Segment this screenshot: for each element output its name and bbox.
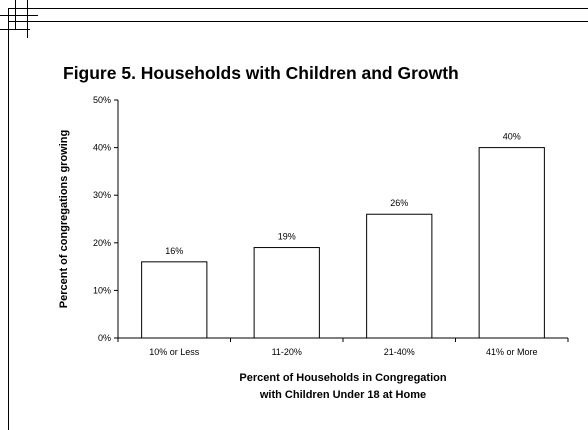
x-tick-label: 11-20% — [272, 347, 302, 357]
chart-bars — [141, 147, 545, 339]
x-axis-title: with Children Under 18 at Home — [259, 389, 426, 401]
data-label: 40% — [503, 132, 521, 142]
x-tick-label: 21-40% — [384, 347, 415, 357]
x-tick-label: 41% or More — [486, 347, 538, 357]
bar — [141, 261, 208, 339]
y-tick-label: 40% — [93, 143, 111, 153]
x-axis-title: Percent of Households in Congregation — [239, 372, 446, 384]
frame-corner-v2 — [27, 0, 28, 38]
data-label: 16% — [165, 246, 183, 256]
y-tick-label: 10% — [93, 285, 111, 295]
data-label: 26% — [390, 198, 408, 208]
y-tick-label: 20% — [93, 238, 111, 248]
y-tick-label: 0% — [98, 333, 111, 343]
frame-corner-h1 — [0, 15, 38, 16]
frame-top-line — [8, 8, 588, 9]
bar — [366, 213, 433, 339]
y-tick-label: 50% — [93, 95, 111, 105]
chart-labels: 0% 10% 20% 30% 40% 50% 16% 10% or Less 19% 11-20%… — [58, 95, 538, 401]
y-axis-title: Percent of congregations growing — [58, 130, 70, 308]
x-tick-label: 10% or Less — [149, 347, 200, 357]
frame-corner-h2 — [0, 29, 30, 30]
frame-left-line — [8, 8, 9, 430]
bar — [478, 147, 545, 339]
y-tick-label: 30% — [93, 190, 111, 200]
bar — [253, 247, 320, 339]
chart-title: Figure 5. Households with Children and G… — [63, 63, 459, 83]
frame-top-line-2 — [8, 21, 588, 22]
data-label: 19% — [278, 232, 296, 242]
